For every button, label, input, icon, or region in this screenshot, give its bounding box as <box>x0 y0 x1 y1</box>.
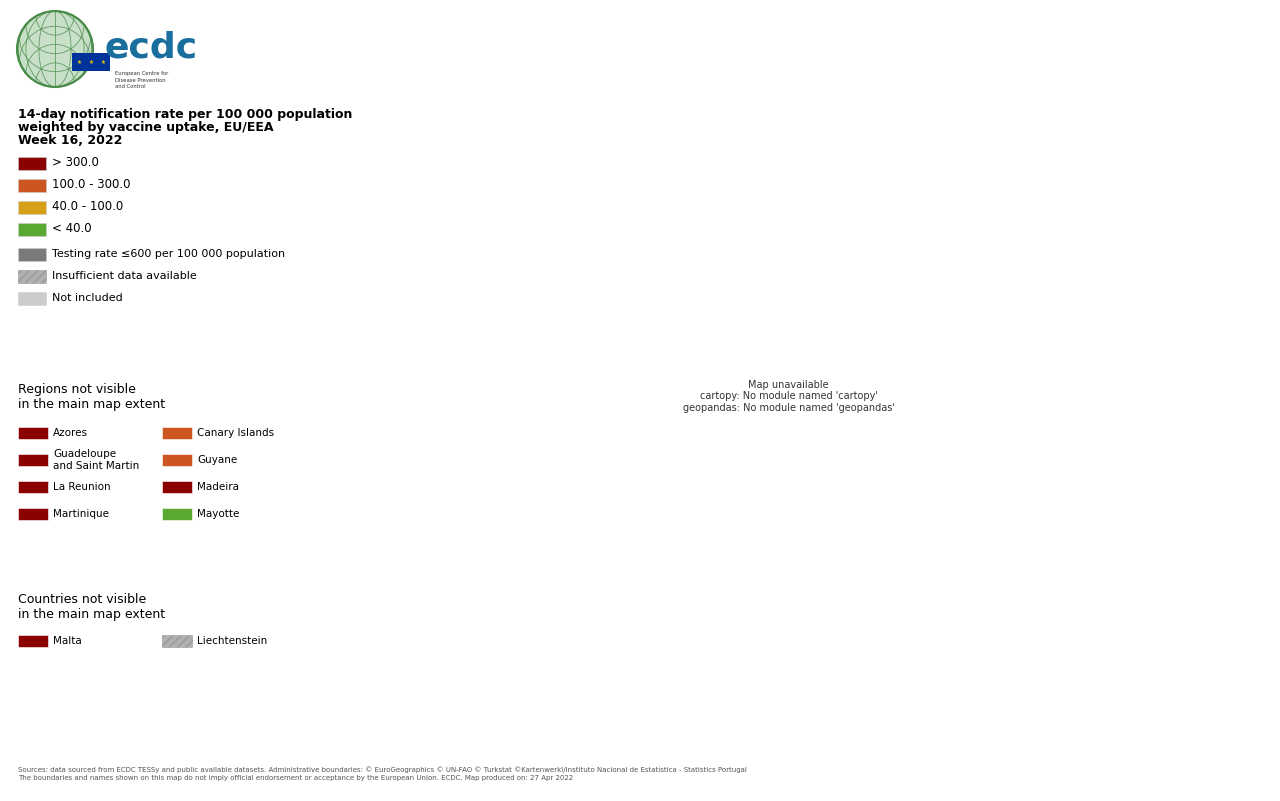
Text: Sources: data sourced from ECDC TESSy and public available datasets. Administrat: Sources: data sourced from ECDC TESSy an… <box>18 767 746 781</box>
Bar <box>72 53 110 71</box>
Text: Insufficient data available: Insufficient data available <box>52 271 197 281</box>
Text: Malta: Malta <box>52 636 82 646</box>
Text: 40.0 - 100.0: 40.0 - 100.0 <box>52 200 123 214</box>
Bar <box>18 292 46 304</box>
Bar <box>18 179 46 191</box>
Text: European Centre for
Disease Prevention
and Control: European Centre for Disease Prevention a… <box>115 71 169 89</box>
Text: ★: ★ <box>77 59 82 65</box>
Circle shape <box>17 11 93 87</box>
Bar <box>18 635 49 647</box>
Text: Azores: Azores <box>52 428 88 438</box>
Text: La Reunion: La Reunion <box>52 482 110 492</box>
Text: > 300.0: > 300.0 <box>52 156 99 170</box>
Bar <box>18 454 49 466</box>
Bar <box>18 200 46 214</box>
Bar <box>0 0 302 801</box>
Text: Regions not visible
in the main map extent: Regions not visible in the main map exte… <box>18 383 165 411</box>
Bar <box>163 635 192 647</box>
Bar <box>163 454 192 466</box>
Bar <box>18 223 46 235</box>
Text: Madeira: Madeira <box>197 482 239 492</box>
Bar <box>163 481 192 493</box>
Text: Canary Islands: Canary Islands <box>197 428 274 438</box>
Text: 14-day notification rate per 100 000 population: 14-day notification rate per 100 000 pop… <box>18 108 352 121</box>
Text: Mayotte: Mayotte <box>197 509 239 519</box>
Text: Map unavailable
cartopy: No module named 'cartopy'
geopandas: No module named 'g: Map unavailable cartopy: No module named… <box>682 380 895 413</box>
Text: ecdc: ecdc <box>105 31 198 65</box>
Text: Not included: Not included <box>52 293 123 303</box>
Text: weighted by vaccine uptake, EU/EEA: weighted by vaccine uptake, EU/EEA <box>18 121 274 134</box>
Bar <box>18 156 46 170</box>
Bar <box>18 248 46 260</box>
Text: 100.0 - 300.0: 100.0 - 300.0 <box>52 179 131 191</box>
Bar <box>18 481 49 493</box>
Text: Testing rate ≤600 per 100 000 population: Testing rate ≤600 per 100 000 population <box>52 249 285 259</box>
Bar <box>18 427 49 439</box>
Bar <box>18 508 49 520</box>
Text: Guadeloupe
and Saint Martin: Guadeloupe and Saint Martin <box>52 449 140 471</box>
Text: Week 16, 2022: Week 16, 2022 <box>18 134 123 147</box>
Text: < 40.0: < 40.0 <box>52 223 92 235</box>
Bar <box>18 269 46 283</box>
Bar <box>163 427 192 439</box>
Text: Liechtenstein: Liechtenstein <box>197 636 268 646</box>
Text: ★: ★ <box>88 59 93 65</box>
Text: Guyane: Guyane <box>197 455 237 465</box>
Text: ★: ★ <box>101 59 105 65</box>
Bar <box>163 508 192 520</box>
Text: Countries not visible
in the main map extent: Countries not visible in the main map ex… <box>18 593 165 621</box>
Text: Martinique: Martinique <box>52 509 109 519</box>
